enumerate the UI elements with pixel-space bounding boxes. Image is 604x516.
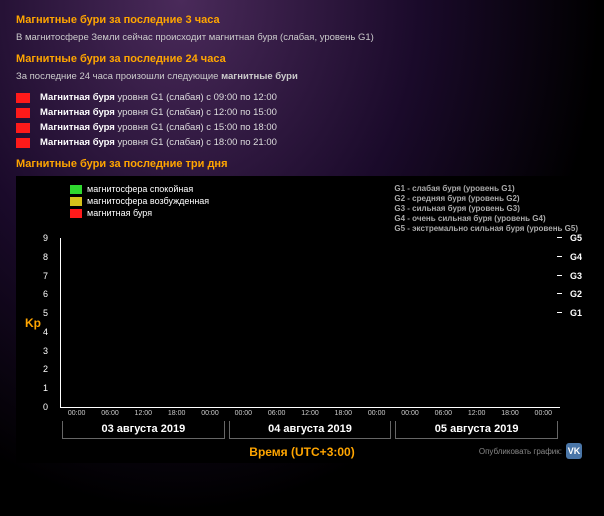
glegend-line: G2 - средняя буря (уровень G2) bbox=[394, 194, 578, 204]
storm-list: Магнитная буря уровня G1 (слабая) с 09:0… bbox=[16, 92, 588, 148]
glegend-line: G1 - слабая буря (уровень G1) bbox=[394, 184, 578, 194]
vk-icon[interactable]: VK bbox=[566, 443, 582, 459]
x-tick: 00:00 bbox=[393, 410, 426, 417]
x-tick: 00:00 bbox=[527, 410, 560, 417]
legend-item: магнитная буря bbox=[70, 208, 209, 218]
y-tick: 1 bbox=[43, 383, 48, 393]
text-3h: В магнитосфере Земли сейчас происходит м… bbox=[16, 32, 588, 43]
publish-row: Опубликовать график: VK bbox=[479, 443, 582, 459]
chart-area: Kp 0123456789G1G2G3G4G5 bbox=[60, 238, 560, 408]
legend-swatch bbox=[70, 209, 82, 218]
glegend-line: G4 - очень сильная буря (уровень G4) bbox=[394, 214, 578, 224]
x-tick: 00:00 bbox=[360, 410, 393, 417]
x-tick: 12:00 bbox=[293, 410, 326, 417]
legend-label: магнитная буря bbox=[87, 208, 152, 218]
g-tick: G2 bbox=[570, 289, 582, 299]
x-tick: 18:00 bbox=[160, 410, 193, 417]
intro-24h: За последние 24 часа произошли следующие… bbox=[16, 71, 588, 82]
day-label: 05 августа 2019 bbox=[395, 421, 558, 439]
x-tick: 00:00 bbox=[60, 410, 93, 417]
x-axis: 00:0006:0012:0018:0000:0003 августа 2019… bbox=[60, 410, 560, 439]
storm-item: Магнитная буря уровня G1 (слабая) с 15:0… bbox=[16, 122, 588, 133]
x-tick: 06:00 bbox=[260, 410, 293, 417]
storm-swatch bbox=[16, 108, 30, 118]
x-tick: 06:00 bbox=[427, 410, 460, 417]
heading-3d: Магнитные бури за последние три дня bbox=[16, 158, 588, 170]
x-ticks: 00:0006:0012:0018:0000:00 bbox=[60, 410, 227, 417]
x-tick: 12:00 bbox=[127, 410, 160, 417]
glegend-line: G5 - экстремально сильная буря (уровень … bbox=[394, 224, 578, 234]
y-tick: 2 bbox=[43, 364, 48, 374]
y-tick: 3 bbox=[43, 346, 48, 356]
g-tick: G3 bbox=[570, 271, 582, 281]
legend-glevels: G1 - слабая буря (уровень G1)G2 - средня… bbox=[394, 184, 578, 234]
day-x: 00:0006:0012:0018:0000:0003 августа 2019 bbox=[60, 410, 227, 439]
x-ticks: 00:0006:0012:0018:0000:00 bbox=[393, 410, 560, 417]
x-tick: 00:00 bbox=[193, 410, 226, 417]
storm-swatch bbox=[16, 138, 30, 148]
chart-container: магнитосфера спокойная магнитосфера возбу… bbox=[16, 176, 588, 463]
day-label: 04 августа 2019 bbox=[229, 421, 392, 439]
storm-text: Магнитная буря уровня G1 (слабая) с 15:0… bbox=[40, 122, 277, 133]
legend-item: магнитосфера спокойная bbox=[70, 184, 209, 194]
y-tick: 5 bbox=[43, 308, 48, 318]
x-tick: 00:00 bbox=[227, 410, 260, 417]
y-tick: 0 bbox=[43, 402, 48, 412]
legend-label: магнитосфера спокойная bbox=[87, 184, 193, 194]
x-tick: 18:00 bbox=[327, 410, 360, 417]
day-label: 03 августа 2019 bbox=[62, 421, 225, 439]
x-ticks: 00:0006:0012:0018:0000:00 bbox=[227, 410, 394, 417]
g-tick: G4 bbox=[570, 252, 582, 262]
day-x: 00:0006:0012:0018:0000:0004 августа 2019 bbox=[227, 410, 394, 439]
storm-text: Магнитная буря уровня G1 (слабая) с 09:0… bbox=[40, 92, 277, 103]
intro-24h-prefix: За последние 24 часа произошли следующие bbox=[16, 71, 221, 82]
x-tick: 12:00 bbox=[460, 410, 493, 417]
legend-row: магнитосфера спокойная магнитосфера возбу… bbox=[22, 184, 582, 234]
bars-container bbox=[61, 238, 560, 407]
glegend-line: G3 - сильная буря (уровень G3) bbox=[394, 204, 578, 214]
storm-text: Магнитная буря уровня G1 (слабая) с 12:0… bbox=[40, 107, 277, 118]
y-tick: 4 bbox=[43, 327, 48, 337]
y-tick: 7 bbox=[43, 271, 48, 281]
storm-item: Магнитная буря уровня G1 (слабая) с 12:0… bbox=[16, 107, 588, 118]
legend-swatch bbox=[70, 197, 82, 206]
g-tick: G5 bbox=[570, 233, 582, 243]
storm-item: Магнитная буря уровня G1 (слабая) с 09:0… bbox=[16, 92, 588, 103]
legend-label: магнитосфера возбужденная bbox=[87, 196, 209, 206]
intro-24h-bold: магнитные бури bbox=[221, 71, 298, 82]
storm-swatch bbox=[16, 93, 30, 103]
x-tick: 18:00 bbox=[493, 410, 526, 417]
day-x: 00:0006:0012:0018:0000:0005 августа 2019 bbox=[393, 410, 560, 439]
storm-swatch bbox=[16, 123, 30, 133]
legend-item: магнитосфера возбужденная bbox=[70, 196, 209, 206]
storm-item: Магнитная буря уровня G1 (слабая) с 18:0… bbox=[16, 137, 588, 148]
y-tick: 8 bbox=[43, 252, 48, 262]
publish-label: Опубликовать график: bbox=[479, 447, 562, 456]
y-tick: 6 bbox=[43, 289, 48, 299]
legend-swatch bbox=[70, 185, 82, 194]
heading-24h: Магнитные бури за последние 24 часа bbox=[16, 53, 588, 65]
y-tick: 9 bbox=[43, 233, 48, 243]
legend-colors: магнитосфера спокойная магнитосфера возбу… bbox=[70, 184, 209, 234]
g-tick: G1 bbox=[570, 308, 582, 318]
x-tick: 06:00 bbox=[93, 410, 126, 417]
y-axis-label: Kp bbox=[25, 316, 41, 330]
storm-text: Магнитная буря уровня G1 (слабая) с 18:0… bbox=[40, 137, 277, 148]
heading-3h: Магнитные бури за последние 3 часа bbox=[16, 14, 588, 26]
